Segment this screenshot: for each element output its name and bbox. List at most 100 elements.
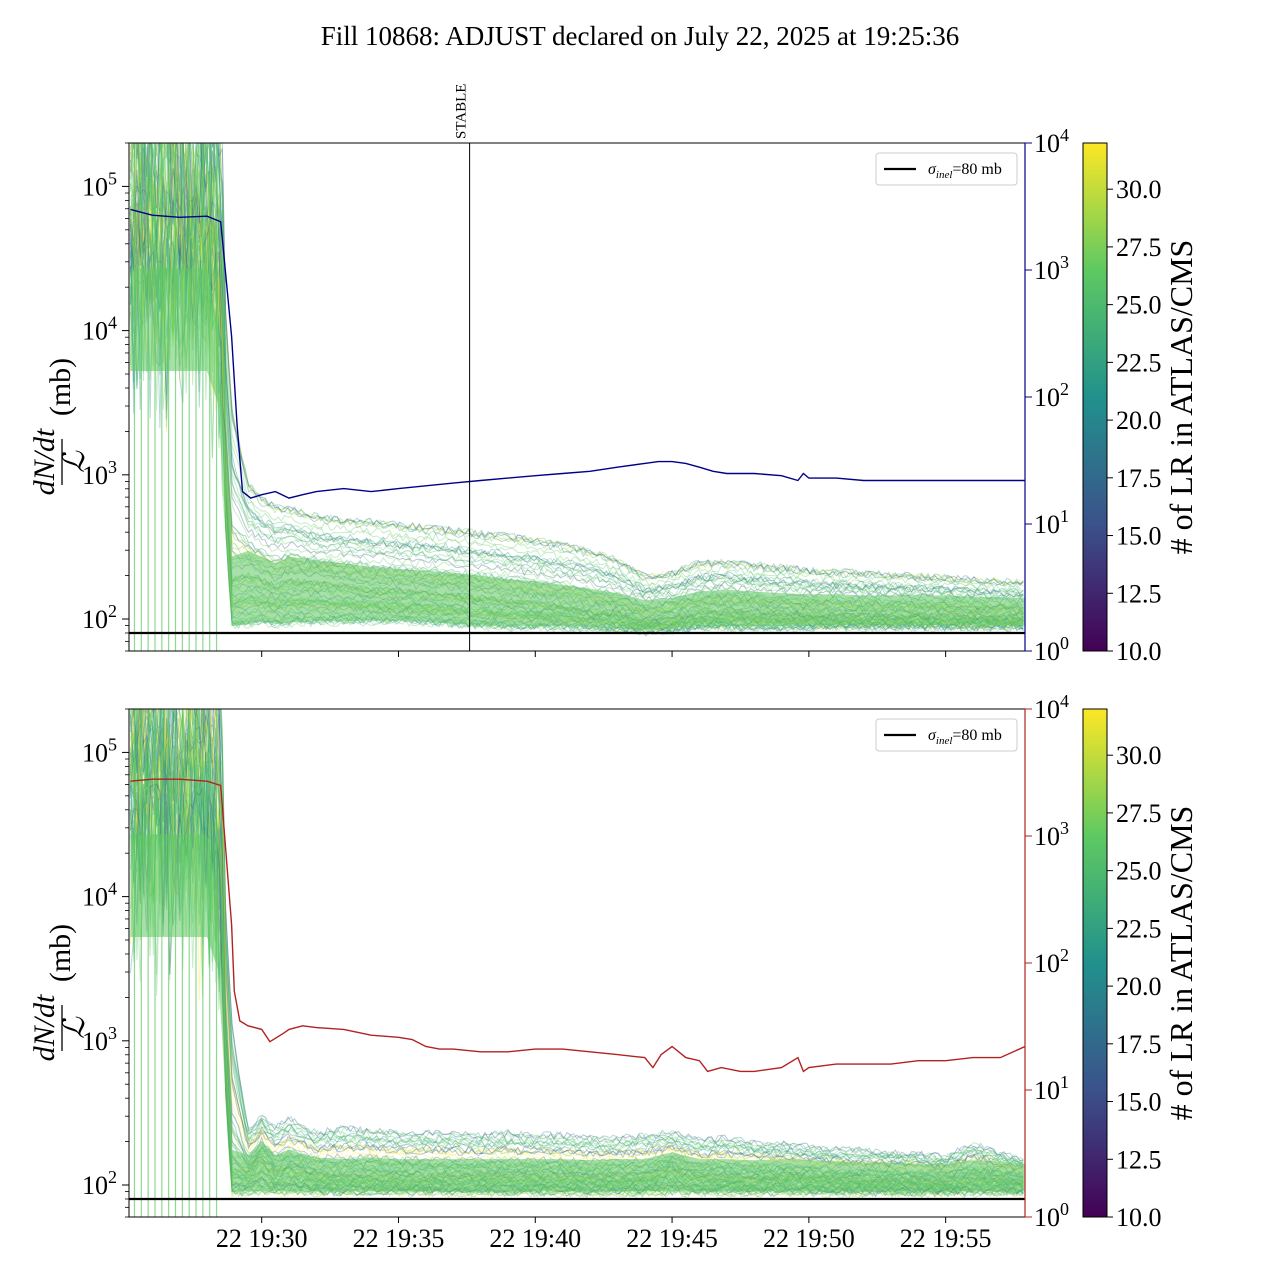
bunch-curve: [129, 146, 1024, 619]
bunch-curve: [130, 771, 1024, 1194]
bunch-curve: [129, 709, 1024, 1179]
legend-box: [875, 152, 1018, 186]
bunch-curve: [133, 709, 1024, 1166]
bunch-curve: [129, 166, 1024, 625]
x-tick-label: 22 19:50: [763, 1224, 855, 1253]
bunch-curve: [137, 143, 1024, 597]
bunch-curve: [129, 709, 1024, 1184]
bunch-curve: [205, 143, 1024, 587]
bunch-curve: [138, 143, 1024, 585]
bunch-curve: [134, 709, 1024, 1172]
right-tick-label-mantissa: 10: [1034, 129, 1060, 158]
right-axis-series: [130, 778, 1025, 1073]
colorbar-tick-label: 17.5: [1116, 464, 1162, 493]
y-label-denominator: ℒ: [58, 1016, 91, 1039]
bunch-curve: [129, 143, 1024, 616]
right-tick-label: 100: [1034, 633, 1069, 666]
bunch-curve: [129, 787, 1024, 1196]
left-tick-label-exponent: 5: [108, 168, 117, 188]
colorbar-tick-label: 25.0: [1116, 291, 1162, 320]
bunch-curve: [130, 709, 1024, 1182]
left-tick-label-mantissa: 10: [82, 883, 108, 912]
bunch-curve: [130, 143, 1024, 600]
bottom-colorbar: 10.0 12.5 15.0 17.5 20.0 22.5 25.0 27.5 30.0 # of…: [1082, 708, 1199, 1232]
top-colorbar: 10.0 12.5 15.0 17.5 20.0 22.5 25.0 27.5 30.0 # of…: [1082, 142, 1199, 666]
left-tick-label: 105: [82, 168, 117, 201]
bunch-curve: [129, 143, 1024, 616]
left-tick-label-exponent: 3: [108, 1023, 117, 1043]
legend-subscript: inel: [936, 169, 953, 181]
bunch-curve: [129, 731, 1024, 1188]
bunch-curve: [129, 709, 1024, 1183]
right-tick-label-exponent: 1: [1060, 506, 1069, 526]
right-tick-label-exponent: 2: [1060, 945, 1069, 965]
bunch-curve: [129, 143, 1024, 596]
bunch-curve: [130, 143, 1024, 613]
colorbar-tick-label: 17.5: [1116, 1030, 1162, 1059]
colorbar-label: # of LR in ATLAS/CMS: [1163, 240, 1199, 555]
bunch-curve: [129, 804, 1024, 1199]
right-tick-label-mantissa: 10: [1034, 949, 1060, 978]
bunch-curve: [130, 771, 1024, 1194]
legend-sigma: σ: [928, 727, 937, 744]
plot-area: [129, 143, 1025, 651]
bunch-curve: [129, 709, 1024, 1172]
left-tick-label: 104: [82, 879, 117, 912]
bunch-curve: [129, 143, 1024, 617]
stable-marker-label: STABLE: [454, 84, 470, 139]
colorbar-gradient: [1082, 142, 1108, 652]
bunch-curve: [131, 709, 1024, 1179]
bunch-curve: [129, 714, 1024, 1185]
left-tick-label-exponent: 4: [108, 879, 117, 899]
right-tick-label-mantissa: 10: [1034, 510, 1060, 539]
bunch-curve: [134, 709, 1024, 1168]
y-label-unit: (mb): [44, 358, 77, 416]
colorbar-tick-label: 15.0: [1116, 1088, 1162, 1117]
left-tick-label-mantissa: 10: [82, 738, 108, 767]
bunch-curve: [130, 709, 1024, 1171]
colorbar-tick-label: 25.0: [1116, 857, 1162, 886]
right-axis-series: [130, 208, 1025, 499]
colorbar-tick-label: 10.0: [1116, 1203, 1162, 1232]
top-panel: STABLE102103104105100101102103104σinel=8…: [28, 84, 1069, 666]
bunch-curve: [129, 236, 1024, 636]
left-tick-label-mantissa: 10: [82, 317, 108, 346]
right-tick-label-mantissa: 10: [1034, 695, 1060, 724]
x-tick-label: 22 19:55: [900, 1224, 992, 1253]
colorbar-tick-label: 22.5: [1116, 348, 1162, 377]
bunch-curve: [129, 709, 1024, 1167]
right-tick-label: 101: [1034, 506, 1069, 539]
bunch-curve: [129, 143, 1024, 617]
bunch-curve: [129, 143, 1024, 613]
colorbar-tick-label: 12.5: [1116, 579, 1162, 608]
bunch-curve: [129, 732, 1024, 1188]
bunch-curve: [129, 737, 1024, 1190]
y-label-numerator: dN/dt: [28, 994, 61, 1061]
legend-value: =80 mb: [952, 161, 1001, 178]
bunch-curve: [130, 709, 1024, 1178]
left-tick-label-mantissa: 10: [82, 1171, 108, 1200]
left-tick-label: 103: [82, 457, 117, 490]
colorbar-label: # of LR in ATLAS/CMS: [1163, 806, 1199, 1121]
bunch-curve: [141, 143, 1024, 592]
right-tick-label: 101: [1034, 1072, 1069, 1105]
colorbar-tick-label: 30.0: [1116, 741, 1162, 770]
bunch-curve: [129, 709, 1024, 1179]
bunch-curve: [137, 143, 1024, 601]
bunch-curve: [129, 769, 1024, 1193]
bunch-curve: [131, 709, 1024, 1167]
y-axis-label: dN/dtℒ (mb): [28, 924, 91, 1062]
right-tick-label-mantissa: 10: [1034, 822, 1060, 851]
x-tick-label: 22 19:45: [626, 1224, 718, 1253]
right-tick-label: 102: [1034, 379, 1069, 412]
bunch-curve: [162, 143, 1024, 594]
left-tick-label: 104: [82, 313, 117, 346]
right-tick-label-exponent: 3: [1060, 252, 1069, 272]
bunch-curve: [138, 709, 1024, 1162]
legend-subscript: inel: [936, 735, 953, 747]
right-tick-label-mantissa: 10: [1034, 1076, 1060, 1105]
bunch-curve: [129, 143, 1024, 615]
bunch-curve: [129, 727, 1024, 1188]
